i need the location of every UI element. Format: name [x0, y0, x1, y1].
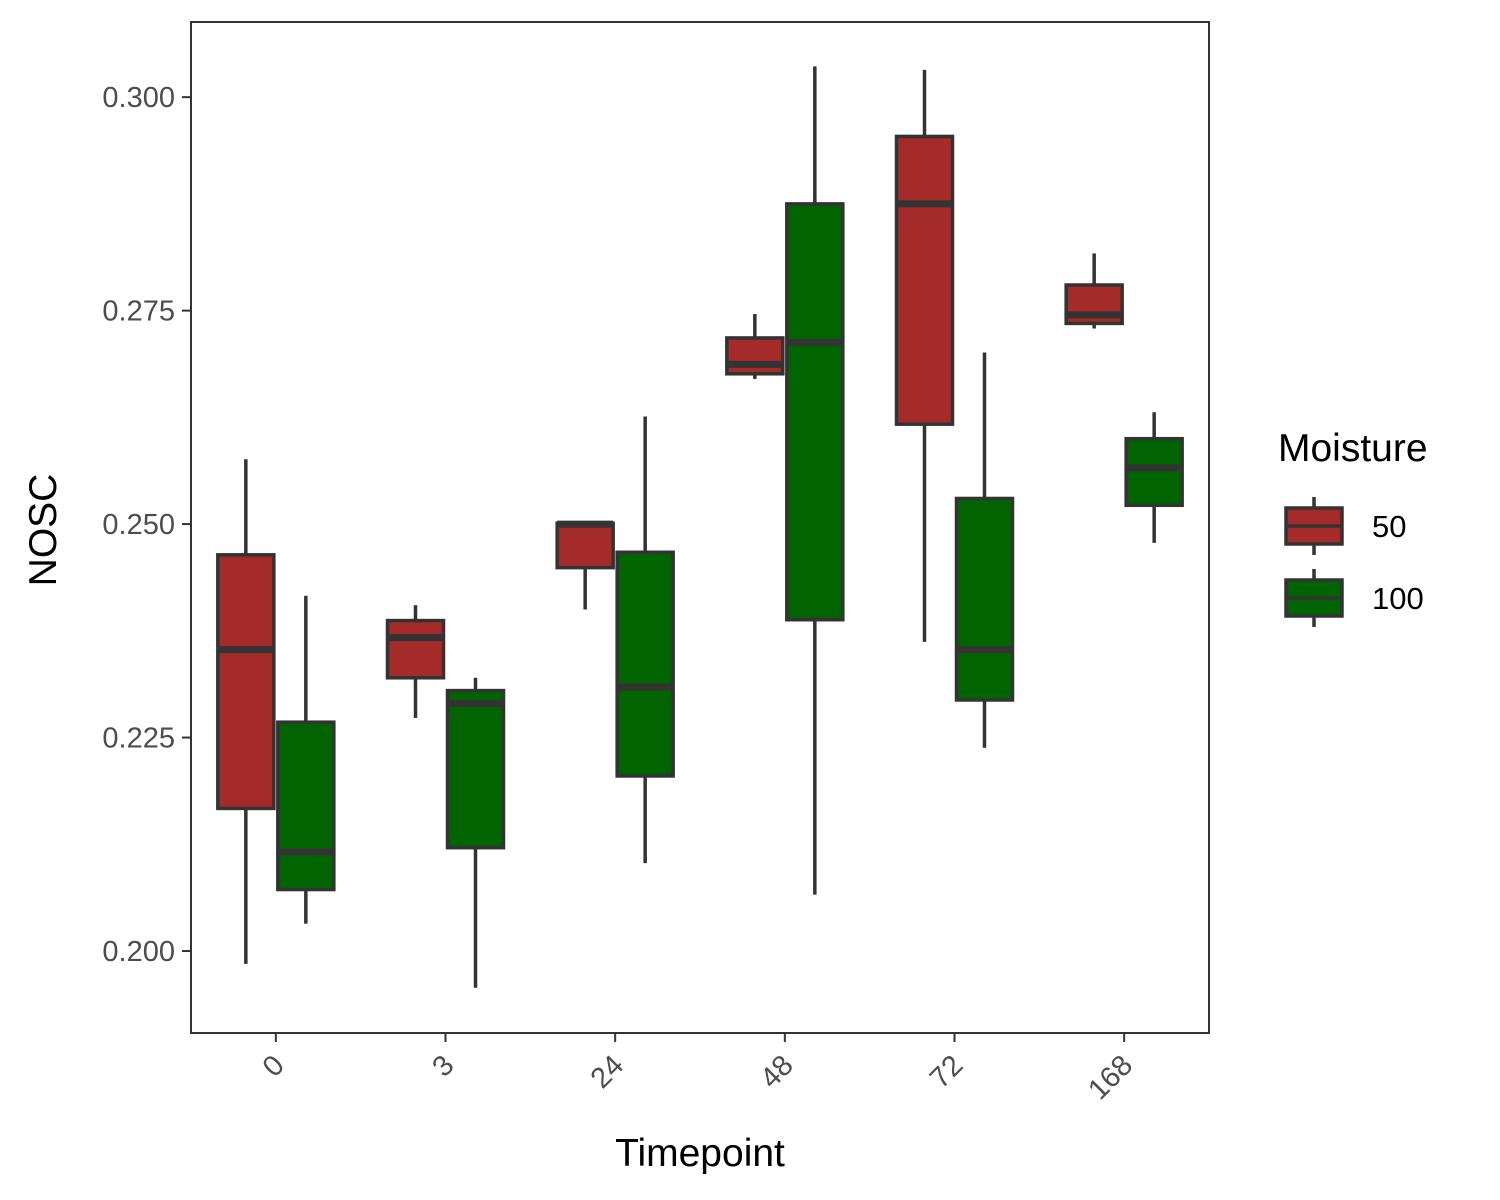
box-100-48 — [785, 66, 845, 895]
x-tick-label: 72 — [924, 1049, 969, 1094]
y-tick-label: 0.275 — [102, 296, 175, 328]
x-axis-title: Timepoint — [615, 1132, 785, 1175]
legend: Moisture 50 100 — [1278, 427, 1428, 627]
box-50-72 — [894, 69, 955, 642]
box-iqr — [725, 336, 785, 376]
box-iqr — [954, 496, 1015, 702]
y-tick-label: 0.250 — [102, 509, 175, 541]
box-iqr — [1124, 436, 1184, 508]
box-iqr — [785, 202, 845, 622]
y-axis-title: NOSC — [22, 474, 65, 587]
box-iqr — [445, 688, 506, 850]
box-50-168 — [1064, 253, 1124, 329]
x-tick-label: 24 — [585, 1049, 630, 1094]
box-series — [216, 66, 1184, 988]
x-tick-label: 168 — [1082, 1049, 1139, 1106]
box-50-0 — [216, 459, 276, 964]
box-iqr — [385, 618, 446, 680]
box-100-72 — [954, 352, 1015, 748]
box-iqr — [615, 550, 675, 778]
legend-label: 100 — [1372, 581, 1424, 616]
box-100-168 — [1124, 412, 1184, 543]
y-tick-label: 0.300 — [102, 82, 175, 114]
box-100-24 — [615, 416, 675, 864]
box-iqr — [555, 521, 615, 570]
legend-title: Moisture — [1278, 427, 1428, 470]
y-tick-label: 0.200 — [102, 936, 175, 968]
y-axis: 0.200 0.225 0.250 0.275 0.300 — [102, 82, 191, 968]
x-tick-label: 0 — [257, 1049, 291, 1083]
plot-panel — [190, 21, 1210, 1034]
x-tick-label: 3 — [426, 1049, 460, 1083]
legend-label: 50 — [1372, 509, 1406, 544]
box-50-3 — [385, 605, 446, 718]
box-100-3 — [445, 677, 506, 988]
y-tick-label: 0.225 — [102, 723, 175, 755]
box-50-48 — [725, 314, 785, 379]
box-50-24 — [555, 520, 615, 610]
x-axis: 0 3 24 48 72 168 — [257, 1033, 1139, 1106]
box-100-0 — [276, 595, 336, 924]
box-iqr — [894, 134, 955, 426]
box-iqr — [216, 553, 276, 811]
box-iqr — [276, 720, 336, 892]
x-tick-label: 48 — [754, 1049, 799, 1094]
